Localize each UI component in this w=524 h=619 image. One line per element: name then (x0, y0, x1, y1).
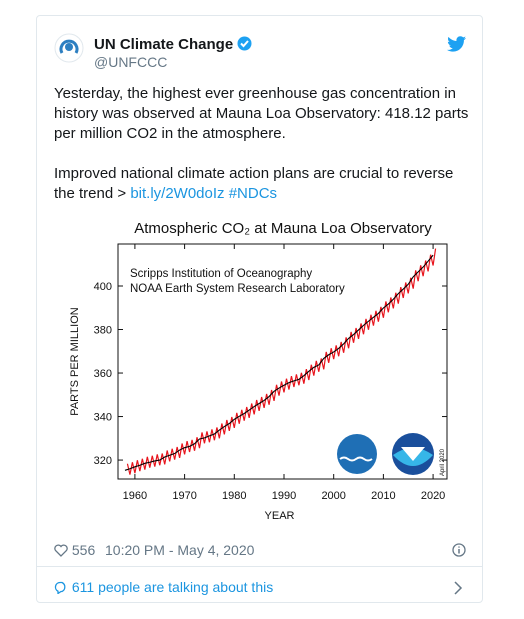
tweet-card: UN Climate Change @UNFCCC Yesterday, the… (36, 15, 483, 603)
scripps-logo (337, 434, 377, 474)
y-tick-label: 380 (94, 325, 112, 337)
text: Improved national climate action plans a… (54, 165, 454, 202)
series-line (126, 248, 437, 475)
annotation: Scripps Institution of Oceanography (130, 268, 312, 280)
plot-frame (117, 243, 448, 480)
heart-icon (54, 544, 68, 557)
y-tick-label: 340 (94, 412, 112, 424)
x-tick-label: 1960 (123, 490, 147, 502)
chevron[interactable] (453, 581, 463, 595)
twitter-logo[interactable] (447, 36, 467, 52)
handle[interactable]: @UNFCCC (94, 54, 168, 70)
annotation: NOAA Earth System Research Laboratory (130, 283, 345, 295)
x-tick-label: 2000 (321, 490, 345, 502)
timestamp[interactable]: 10:20 PM - May 4, 2020 (105, 542, 255, 558)
y-axis-label: PARTS PER MILLION (69, 307, 81, 415)
tweet-text: Yesterday, the highest ever greenhouse g… (54, 84, 469, 224)
y-tick-label: 360 (94, 368, 112, 380)
y-tick-label: 400 (94, 281, 112, 293)
conversation-link[interactable]: 611 people are talking about this (54, 579, 273, 595)
x-tick-label: 1980 (222, 490, 246, 502)
avatar[interactable] (54, 33, 84, 63)
x-tick-label: 1970 (172, 490, 196, 502)
divider (37, 566, 482, 567)
talking-count: 611 people are talking about this (71, 579, 274, 595)
author[interactable]: UN Climate Change (94, 36, 234, 53)
like-count: 556 (71, 542, 96, 558)
info-icon[interactable] (452, 543, 466, 557)
paragraph: Yesterday, the highest ever greenhouse g… (54, 85, 469, 142)
x-tick-label: 2020 (421, 490, 445, 502)
likes[interactable]: 556 (54, 542, 95, 558)
link[interactable]: bit.ly/2W0doIz (130, 185, 225, 202)
noaa-logo-wing (401, 447, 425, 461)
x-tick-label: 2010 (371, 490, 395, 502)
chart: Atmospheric CO₂ at Mauna Loa Observatory… (69, 220, 448, 522)
verified-badge (237, 36, 252, 51)
x-tick-label: 1990 (272, 490, 296, 502)
x-axis-label: YEAR (265, 510, 295, 522)
series-line (124, 254, 434, 471)
chart-title: Atmospheric CO₂ at Mauna Loa Observatory (134, 220, 432, 237)
author-name[interactable]: UN Climate Change (94, 36, 252, 53)
hashtag[interactable]: #NDCs (228, 185, 278, 202)
scripps-logo-wave (339, 456, 373, 462)
reply-icon (54, 581, 66, 595)
y-tick-label: 320 (94, 455, 112, 467)
annotation: April 2020 (440, 448, 446, 476)
paragraph: Improved national climate action plans a… (54, 164, 469, 204)
